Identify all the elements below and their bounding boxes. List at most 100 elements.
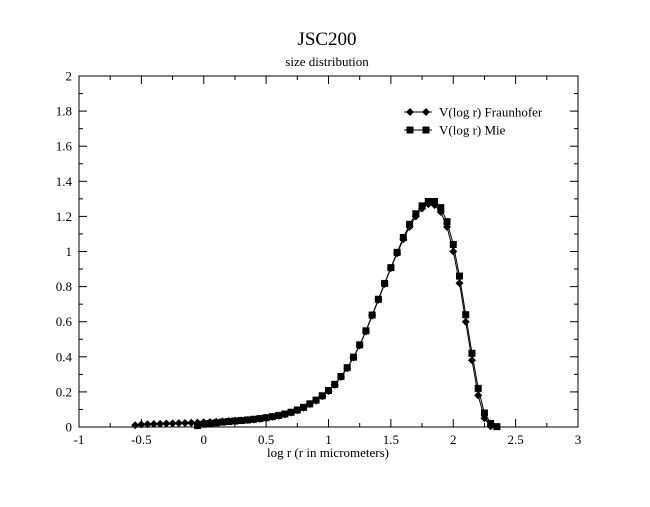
y-tick-label: 1	[66, 244, 73, 259]
data-point	[200, 420, 208, 428]
data-point	[331, 380, 339, 388]
series-diamond	[131, 200, 495, 431]
data-point	[250, 415, 258, 423]
data-point	[487, 419, 495, 427]
y-tick-label: 1.8	[56, 104, 72, 119]
y-tick-label: 0.6	[56, 314, 73, 329]
data-point	[455, 279, 464, 288]
data-point	[493, 423, 501, 431]
data-point	[300, 403, 308, 411]
data-point	[231, 417, 239, 425]
data-point	[449, 240, 457, 248]
data-point	[393, 248, 401, 256]
data-point	[149, 420, 158, 429]
data-point	[156, 419, 165, 428]
data-point	[131, 421, 140, 430]
data-point	[218, 418, 226, 426]
axis-ticks: -1 -0.5 0 0.5 1 1.5 2 2.5 3 0 0.2 0.4 0.6 0.8 1 1.2 1.4 1…	[56, 69, 582, 448]
data-point	[437, 204, 445, 212]
legend-marker	[406, 108, 414, 116]
y-tick-label: 0.4	[56, 349, 73, 364]
data-point	[399, 233, 407, 241]
data-point	[362, 327, 370, 335]
data-point	[418, 202, 426, 210]
data-point	[268, 413, 276, 421]
data-point	[237, 417, 245, 425]
y-tick-label: 0	[66, 420, 73, 435]
data-point	[381, 279, 389, 287]
data-point	[449, 247, 458, 256]
data-point	[162, 419, 171, 428]
data-point	[480, 409, 488, 417]
series-layer	[131, 197, 501, 431]
data-point	[443, 218, 451, 226]
x-tick-label: 1	[325, 432, 332, 447]
data-point	[374, 295, 382, 303]
data-point	[467, 356, 476, 365]
x-tick-label: 0.5	[258, 432, 274, 447]
x-tick-label: 3	[575, 432, 582, 447]
data-point	[168, 419, 177, 428]
legend-label: V(log r) Fraunhofer	[439, 105, 543, 120]
data-point	[455, 272, 463, 280]
chart-subtitle: size distribution	[285, 54, 369, 69]
data-point	[325, 386, 332, 394]
data-point	[275, 411, 283, 419]
data-point	[412, 210, 420, 218]
data-point	[349, 353, 357, 361]
series-line	[135, 203, 492, 427]
y-tick-label: 1.2	[56, 209, 72, 224]
x-tick-label: 2.5	[508, 432, 524, 447]
x-tick-label: 2	[450, 432, 457, 447]
data-point	[462, 311, 470, 319]
data-point	[256, 415, 264, 423]
data-point	[306, 400, 314, 408]
data-point	[143, 420, 152, 429]
x-axis-label: log r (r in micrometers)	[267, 445, 389, 460]
data-point	[187, 418, 196, 427]
data-point	[262, 414, 270, 422]
data-point	[194, 422, 202, 430]
data-point	[137, 420, 146, 429]
data-point	[431, 197, 439, 205]
data-point	[312, 396, 320, 404]
data-point	[406, 220, 414, 228]
data-point	[181, 418, 190, 427]
series-square	[194, 197, 501, 431]
data-point	[281, 410, 289, 418]
data-point	[212, 419, 220, 427]
data-point	[343, 364, 351, 372]
x-tick-label: -0.5	[131, 432, 152, 447]
data-point	[368, 311, 376, 319]
data-point	[424, 197, 432, 205]
legend-label: V(log r) Mie	[439, 123, 506, 138]
series-line	[197, 201, 498, 428]
x-tick-label: 0	[201, 432, 208, 447]
y-tick-label: 0.2	[56, 384, 72, 399]
data-point	[337, 372, 345, 380]
data-point	[356, 341, 364, 349]
y-tick-label: 2	[66, 69, 73, 84]
y-tick-label: 1.4	[56, 174, 73, 189]
data-point	[293, 406, 301, 414]
data-point	[243, 416, 251, 424]
data-point	[225, 418, 233, 426]
legend-marker	[422, 126, 430, 134]
y-tick-label: 0.8	[56, 279, 72, 294]
x-tick-label: -1	[74, 432, 85, 447]
legend-marker	[422, 108, 430, 116]
data-point	[287, 408, 295, 416]
legend: V(log r) Fraunhofer V(log r) Mie	[404, 105, 543, 138]
data-point	[461, 317, 470, 326]
data-point	[387, 264, 395, 272]
x-tick-label: 1.5	[383, 432, 399, 447]
chart-title: JSC200	[297, 29, 356, 50]
data-point	[318, 392, 326, 400]
data-point	[174, 419, 183, 428]
data-point	[468, 349, 476, 357]
legend-marker	[406, 126, 414, 134]
y-tick-label: 1.6	[56, 139, 73, 154]
data-point	[206, 419, 214, 427]
